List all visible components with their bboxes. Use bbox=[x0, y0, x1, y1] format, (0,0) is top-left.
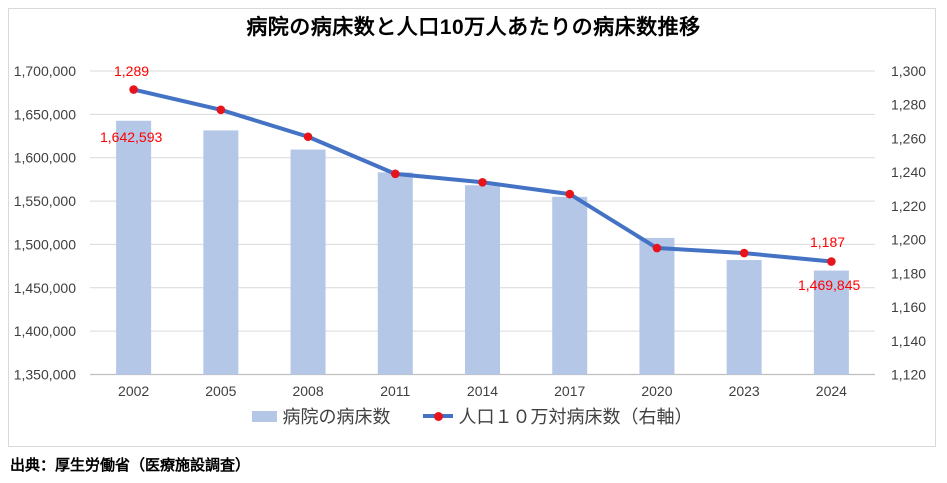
line-marker-2020 bbox=[652, 243, 662, 253]
line-marker-2002 bbox=[129, 85, 138, 94]
bar-2024 bbox=[813, 270, 849, 375]
y-right-tick: 1,140 bbox=[891, 333, 926, 349]
y-right-tick: 1,240 bbox=[891, 164, 926, 180]
y-left-tick: 1,650,000 bbox=[14, 106, 76, 122]
legend-line-marker-dot bbox=[433, 412, 443, 421]
y-left-tick: 1,400,000 bbox=[14, 323, 76, 339]
x-tick-2024: 2024 bbox=[816, 383, 847, 399]
x-tick-2014: 2014 bbox=[467, 383, 498, 399]
x-tick-2005: 2005 bbox=[205, 383, 236, 399]
y-right-tick: 1,260 bbox=[891, 130, 926, 146]
bar-2008 bbox=[290, 149, 326, 375]
data-label-bar-2002: 1,642,593 bbox=[100, 129, 163, 145]
bar-2002 bbox=[116, 120, 152, 375]
legend-line-label: 人口１０万対病床数（右軸） bbox=[458, 407, 693, 427]
bar-2005 bbox=[203, 130, 239, 375]
y-right-tick: 1,220 bbox=[891, 198, 926, 214]
chart-title: 病院の病床数と人口10万人あたりの病床数推移 bbox=[246, 16, 701, 39]
bar-2011 bbox=[377, 172, 413, 375]
line-marker-2024 bbox=[827, 257, 836, 266]
y-left-tick: 1,450,000 bbox=[14, 280, 76, 296]
data-label-bar-2024: 1,469,845 bbox=[798, 277, 861, 293]
data-label-line-2024: 1,187 bbox=[810, 234, 846, 250]
x-tick-2023: 2023 bbox=[729, 383, 760, 399]
y-right-tick: 1,120 bbox=[891, 367, 926, 383]
y-left-tick: 1,350,000 bbox=[14, 367, 76, 383]
y-left-tick: 1,500,000 bbox=[14, 236, 76, 252]
x-tick-2002: 2002 bbox=[118, 383, 149, 399]
x-tick-2008: 2008 bbox=[292, 383, 323, 399]
y-left-tick: 1,700,000 bbox=[14, 63, 76, 79]
y-right-tick: 1,280 bbox=[891, 97, 926, 113]
y-right-tick: 1,300 bbox=[891, 63, 926, 79]
line-marker-2023 bbox=[739, 248, 749, 258]
bar-2020 bbox=[639, 237, 675, 375]
y-left-tick: 1,550,000 bbox=[14, 193, 76, 209]
y-right-tick: 1,160 bbox=[891, 299, 926, 315]
bar-2023 bbox=[726, 260, 762, 375]
legend-bar-swatch-icon bbox=[251, 410, 277, 422]
line-marker-2017 bbox=[565, 189, 575, 199]
x-tick-2011: 2011 bbox=[380, 383, 410, 399]
x-tick-2020: 2020 bbox=[641, 383, 672, 399]
line-marker-2005 bbox=[216, 105, 226, 115]
chart-legend: 病院の病床数 人口１０万対病床数（右軸） bbox=[8, 404, 936, 428]
legend-line-swatch-icon bbox=[422, 407, 453, 425]
legend-item-bars: 病院の病床数 bbox=[251, 403, 391, 429]
y-left-tick: 1,600,000 bbox=[14, 150, 76, 166]
y-right-tick: 1,180 bbox=[891, 265, 926, 281]
bar-2017 bbox=[552, 196, 588, 375]
x-tick-2017: 2017 bbox=[554, 383, 585, 399]
source-note: 出典：厚生労働省（医療施設調査） bbox=[10, 457, 251, 474]
line-marker-2011 bbox=[390, 169, 400, 179]
bar-2014 bbox=[465, 185, 500, 375]
legend-bar-label: 病院の病床数 bbox=[282, 407, 391, 427]
line-marker-2014 bbox=[478, 177, 487, 187]
legend-item-line: 人口１０万対病床数（右軸） bbox=[422, 403, 693, 429]
line-marker-2008 bbox=[303, 132, 313, 142]
data-label-line-2002: 1,289 bbox=[114, 63, 150, 79]
y-right-tick: 1,200 bbox=[891, 232, 926, 248]
